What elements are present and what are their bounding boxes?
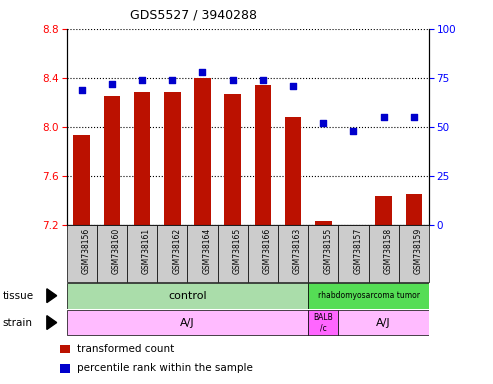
Text: GSM738158: GSM738158 — [384, 227, 392, 274]
Text: GSM738165: GSM738165 — [233, 227, 242, 274]
Text: A/J: A/J — [376, 318, 391, 328]
Bar — [345, 225, 362, 226]
FancyBboxPatch shape — [67, 310, 308, 336]
Point — [319, 120, 327, 126]
Text: GSM738166: GSM738166 — [263, 227, 272, 274]
Bar — [406, 194, 422, 225]
Text: BALB
/c: BALB /c — [314, 313, 333, 332]
Bar — [134, 93, 150, 225]
Text: transformed count: transformed count — [77, 344, 175, 354]
Bar — [194, 78, 211, 225]
Bar — [278, 225, 308, 282]
Text: GSM738159: GSM738159 — [414, 227, 423, 274]
Text: GDS5527 / 3940288: GDS5527 / 3940288 — [130, 8, 257, 21]
FancyBboxPatch shape — [67, 283, 308, 309]
Text: GSM738157: GSM738157 — [353, 227, 362, 274]
Point — [108, 81, 116, 87]
Text: GSM738155: GSM738155 — [323, 227, 332, 274]
Point — [138, 77, 146, 83]
Bar — [127, 225, 157, 282]
Text: GSM738164: GSM738164 — [203, 227, 211, 274]
FancyBboxPatch shape — [338, 310, 429, 336]
Point — [199, 69, 207, 75]
Point — [168, 77, 176, 83]
Point — [289, 83, 297, 89]
Point — [259, 77, 267, 83]
Bar — [285, 117, 301, 225]
Text: GSM738160: GSM738160 — [112, 227, 121, 274]
Text: GSM738161: GSM738161 — [142, 227, 151, 274]
Bar — [164, 93, 180, 225]
Text: A/J: A/J — [180, 318, 195, 328]
FancyBboxPatch shape — [308, 283, 429, 309]
Bar — [338, 225, 368, 282]
Bar — [157, 225, 187, 282]
Bar — [315, 221, 331, 225]
Bar — [224, 94, 241, 225]
Bar — [308, 225, 338, 282]
Point — [78, 86, 86, 93]
Bar — [73, 135, 90, 225]
Bar — [254, 85, 271, 225]
Point — [350, 127, 357, 134]
Bar — [61, 364, 70, 373]
Text: strain: strain — [2, 318, 33, 328]
Bar — [368, 225, 399, 282]
Text: control: control — [168, 291, 207, 301]
Text: percentile rank within the sample: percentile rank within the sample — [77, 363, 253, 373]
Text: GSM738162: GSM738162 — [172, 227, 181, 274]
Bar — [67, 225, 97, 282]
Point — [229, 77, 237, 83]
Text: tissue: tissue — [2, 291, 34, 301]
Point — [410, 114, 418, 120]
Bar — [217, 225, 247, 282]
Text: GSM738163: GSM738163 — [293, 227, 302, 274]
Bar — [375, 197, 392, 225]
Point — [380, 114, 387, 120]
Bar — [248, 225, 278, 282]
Bar — [187, 225, 217, 282]
Bar — [97, 225, 127, 282]
Bar — [61, 344, 70, 353]
FancyBboxPatch shape — [308, 310, 338, 336]
Bar — [399, 225, 429, 282]
Text: GSM738156: GSM738156 — [82, 227, 91, 274]
Text: rhabdomyosarcoma tumor: rhabdomyosarcoma tumor — [317, 291, 420, 300]
Bar — [104, 96, 120, 225]
